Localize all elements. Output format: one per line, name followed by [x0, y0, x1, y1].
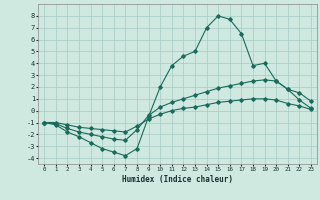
X-axis label: Humidex (Indice chaleur): Humidex (Indice chaleur): [122, 175, 233, 184]
